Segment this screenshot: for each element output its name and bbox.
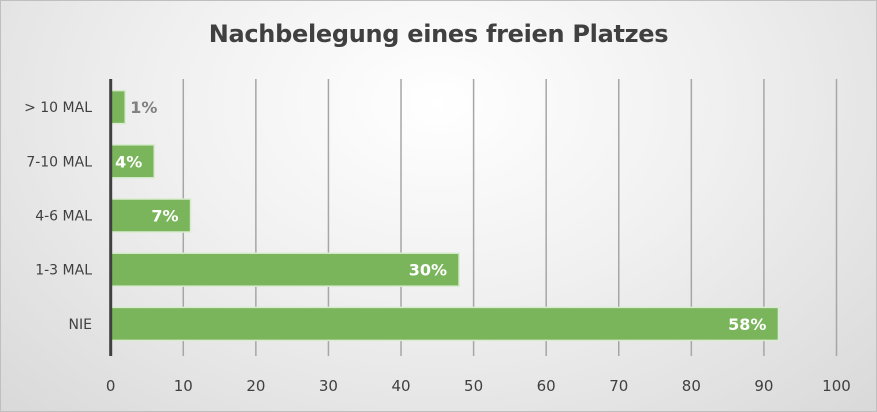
x-tick-label: 60 <box>537 377 556 395</box>
bar <box>109 144 155 179</box>
x-tick-label: 100 <box>822 377 851 395</box>
x-tick-label: 70 <box>609 377 628 395</box>
data-label: 1% <box>130 98 157 117</box>
y-category-label: NIE <box>69 317 92 333</box>
data-label: 58% <box>728 315 766 334</box>
bar <box>109 89 126 125</box>
data-label: 4% <box>115 152 142 171</box>
y-category-label: 1-3 MAL <box>35 263 92 279</box>
data-label: 30% <box>409 261 447 280</box>
x-tick-label: 40 <box>391 377 410 395</box>
x-tick-label: 80 <box>682 377 701 395</box>
x-tick-label: 10 <box>174 377 193 395</box>
bar <box>109 252 460 287</box>
chart-title: Nachbelegung eines freien Platzes <box>208 20 669 48</box>
bar <box>109 306 780 342</box>
x-tick-label: 0 <box>106 377 116 395</box>
x-tick-label: 90 <box>754 377 773 395</box>
y-category-label: 7-10 MAL <box>26 154 92 170</box>
y-category-label: 4-6 MAL <box>35 209 92 225</box>
data-label: 7% <box>151 207 178 226</box>
x-tick-label: 50 <box>464 377 483 395</box>
y-category-label: > 10 MAL <box>24 100 92 116</box>
x-tick-label: 30 <box>319 377 338 395</box>
x-tick-label: 20 <box>246 377 265 395</box>
